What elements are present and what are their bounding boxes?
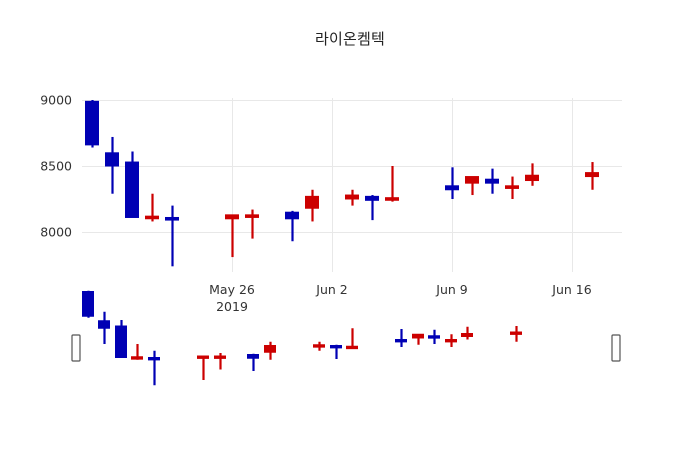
overview-candlestick-body (412, 333, 424, 339)
overview-candlestick (461, 326, 473, 340)
overview-candlestick (346, 328, 358, 350)
candlestick-body (505, 185, 519, 189)
overview-candlestick (313, 341, 325, 351)
overview-candlestick (131, 344, 143, 360)
overview-candlestick-body (98, 320, 110, 329)
candlestick[interactable] (365, 195, 379, 221)
overview-candlestick (264, 341, 276, 360)
overview-candlestick (510, 326, 522, 342)
candlestick[interactable] (285, 210, 299, 242)
candlestick[interactable] (225, 214, 239, 258)
range-handle-left[interactable] (71, 334, 81, 362)
candlestick-body (445, 185, 459, 191)
candles-group[interactable] (85, 100, 599, 267)
y-axis-tick-label: 8000 (40, 225, 72, 240)
overview-candlestick-body (461, 333, 473, 337)
candlestick[interactable] (465, 176, 479, 196)
overview-candlestick (214, 353, 226, 370)
range-handle-right[interactable] (611, 334, 621, 362)
candlestick-body (485, 178, 499, 184)
candlestick-body (465, 176, 479, 184)
overview-candlestick-body (428, 335, 440, 339)
gridlines-group (82, 98, 622, 272)
candlestick[interactable] (165, 205, 179, 267)
candlestick-body (245, 214, 259, 218)
overview-candlestick (330, 344, 342, 359)
candlestick[interactable] (385, 166, 399, 202)
overview-candlestick (412, 333, 424, 345)
candlestick[interactable] (345, 189, 359, 206)
candlestick-body (225, 214, 239, 220)
page-title: 라이온켐텍 (314, 30, 385, 48)
y-axis-tick-label: 9000 (40, 93, 72, 108)
overview-candlestick (445, 334, 457, 347)
candlestick-body (285, 211, 299, 220)
candlestick-body (145, 215, 159, 220)
candlestick[interactable] (305, 189, 319, 222)
candlestick-body (365, 195, 379, 201)
overview-candlestick (82, 290, 94, 318)
candlestick[interactable] (145, 193, 159, 222)
x-axis-tick-label: May 26 (209, 282, 255, 297)
range-selector-handles[interactable] (71, 334, 621, 362)
overview-candlestick-body (115, 325, 127, 358)
candlestick[interactable] (245, 209, 259, 239)
overview-candlestick (98, 311, 110, 344)
x-axis-tick-label: 2019 (216, 299, 248, 314)
candlestick-body (165, 216, 179, 221)
candlestick-body (105, 152, 119, 167)
overview-candlestick-body (131, 356, 143, 360)
overview-candles-group[interactable] (82, 290, 522, 386)
overview-candlestick (428, 329, 440, 344)
overview-candlestick-body (247, 354, 259, 359)
candlestick-body (305, 195, 319, 209)
overview-candlestick-body (82, 291, 94, 317)
x-axis-tick-label: Jun 9 (435, 282, 468, 297)
candlestick-body (385, 197, 399, 201)
candlestick-body (85, 100, 99, 146)
overview-candlestick-body (510, 331, 522, 335)
candlestick[interactable] (445, 167, 459, 199)
overview-candlestick (148, 350, 160, 386)
candlestick[interactable] (525, 163, 539, 186)
overview-candlestick (115, 320, 127, 358)
candlestick-body (525, 174, 539, 182)
candlestick[interactable] (585, 162, 599, 190)
candlestick-body (585, 172, 599, 178)
candlestick[interactable] (125, 151, 139, 218)
overview-candlestick-body (445, 339, 457, 343)
x-axis-ticks: May 26 2019 Jun 2 Jun 9 Jun 16 (209, 282, 592, 314)
candlestick[interactable] (485, 168, 499, 194)
overview-candlestick (197, 355, 209, 380)
candlestick[interactable] (505, 176, 519, 199)
overview-candlestick-body (313, 344, 325, 348)
overview-candlestick-body (395, 339, 407, 343)
overview-candlestick-body (330, 345, 342, 349)
candlestick-body (345, 194, 359, 200)
overview-candlestick-body (346, 345, 358, 350)
x-axis-tick-label: Jun 16 (551, 282, 591, 297)
overview-candlestick-body (197, 355, 209, 359)
overview-candlestick-body (214, 355, 226, 359)
candlestick[interactable] (105, 136, 119, 194)
overview-candlestick-body (264, 345, 276, 353)
candlestick-body (125, 161, 139, 218)
y-axis-tick-label: 8500 (40, 159, 72, 174)
candlestick[interactable] (85, 100, 99, 148)
y-axis-ticks: 8000 8500 9000 (40, 93, 72, 240)
overview-candlestick (247, 353, 259, 371)
x-axis-tick-label: Jun 2 (315, 282, 347, 297)
overview-candlestick-body (148, 357, 160, 361)
overview-candlestick (395, 329, 407, 347)
